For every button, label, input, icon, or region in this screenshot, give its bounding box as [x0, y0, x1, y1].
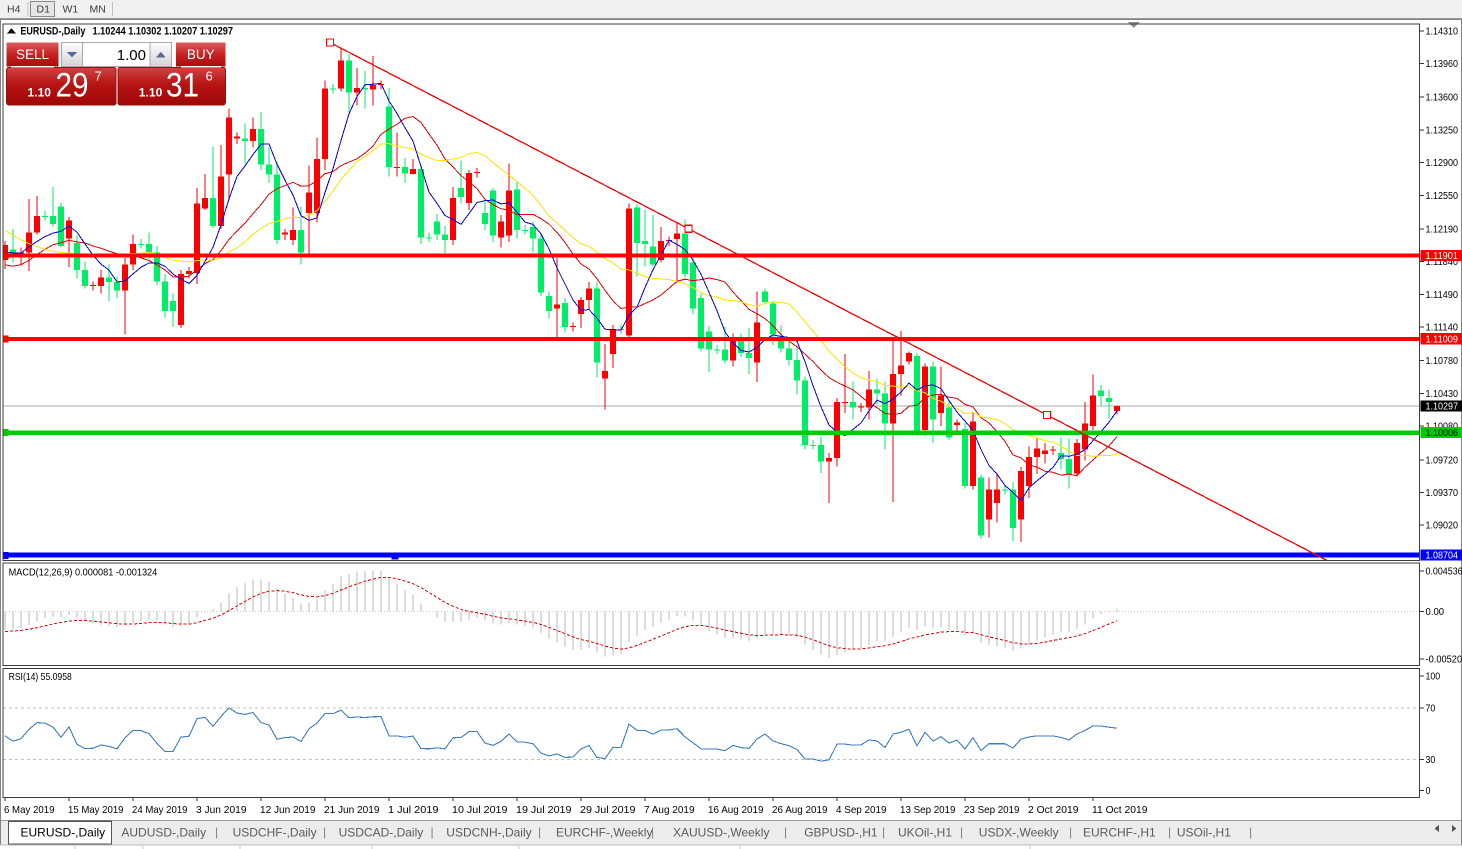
svg-text:1.09370: 1.09370	[1426, 488, 1459, 499]
svg-text:31: 31	[166, 67, 199, 105]
svg-text:MN: MN	[90, 4, 106, 16]
svg-text:23 Sep 2019: 23 Sep 2019	[964, 804, 1020, 816]
svg-text:EURCHF-,Weekly: EURCHF-,Weekly	[556, 826, 652, 840]
svg-text:19 Jul 2019: 19 Jul 2019	[516, 804, 572, 816]
svg-text:EURUSD-,Daily: EURUSD-,Daily	[20, 26, 86, 38]
svg-text:1.14310: 1.14310	[1426, 26, 1459, 37]
svg-text:|: |	[1249, 825, 1252, 839]
svg-text:1.09020: 1.09020	[1426, 521, 1459, 532]
svg-text:1.00: 1.00	[117, 47, 146, 64]
svg-text:1.13600: 1.13600	[1426, 93, 1459, 104]
svg-text:BUY: BUY	[187, 47, 215, 62]
svg-text:1.10297: 1.10297	[1426, 402, 1459, 413]
svg-text:30: 30	[1426, 755, 1436, 766]
svg-text:|: |	[960, 825, 963, 839]
svg-text:1.08704: 1.08704	[1426, 551, 1459, 562]
svg-text:0.00: 0.00	[1426, 607, 1445, 618]
svg-text:D1: D1	[37, 4, 51, 16]
svg-text:|: |	[1168, 825, 1171, 839]
svg-text:USDCHF-,Daily: USDCHF-,Daily	[233, 826, 317, 840]
svg-text:1.10244 1.10302 1.10207 1.1029: 1.10244 1.10302 1.10207 1.10297	[93, 26, 234, 38]
svg-text:1.10: 1.10	[28, 86, 52, 100]
svg-text:12 Jun 2019: 12 Jun 2019	[260, 804, 316, 816]
svg-text:21 Jun 2019: 21 Jun 2019	[324, 804, 380, 816]
svg-text:1.12900: 1.12900	[1426, 158, 1459, 169]
svg-text:70: 70	[1426, 703, 1436, 714]
svg-text:1.11140: 1.11140	[1426, 323, 1459, 334]
svg-text:4 Sep 2019: 4 Sep 2019	[836, 804, 887, 816]
svg-text:3 Jun 2019: 3 Jun 2019	[196, 804, 247, 816]
svg-text:|: |	[651, 825, 654, 839]
svg-text:USDCAD-,Daily: USDCAD-,Daily	[339, 826, 424, 840]
svg-text:H4: H4	[7, 4, 21, 16]
svg-text:1.11901: 1.11901	[1426, 251, 1459, 262]
svg-text:|: |	[215, 825, 218, 839]
svg-text:0.004536: 0.004536	[1426, 566, 1462, 577]
svg-text:24 May 2019: 24 May 2019	[132, 804, 188, 816]
svg-text:15 May 2019: 15 May 2019	[68, 804, 124, 816]
svg-text:1.11490: 1.11490	[1426, 290, 1459, 301]
svg-text:29 Jul 2019: 29 Jul 2019	[580, 804, 636, 816]
svg-text:7 Aug 2019: 7 Aug 2019	[644, 804, 695, 816]
svg-text:|: |	[1069, 825, 1072, 839]
svg-text:AUDUSD-,Daily: AUDUSD-,Daily	[121, 826, 206, 840]
svg-text:USDX-,Weekly: USDX-,Weekly	[979, 826, 1059, 840]
svg-text:6 May 2019: 6 May 2019	[4, 804, 55, 816]
svg-text:1.10780: 1.10780	[1426, 356, 1459, 367]
svg-text:-0.005205: -0.005205	[1426, 654, 1462, 665]
svg-text:1.12550: 1.12550	[1426, 191, 1459, 202]
svg-text:W1: W1	[63, 4, 79, 16]
svg-text:1.11009: 1.11009	[1426, 334, 1459, 345]
svg-text:EURCHF-,H1: EURCHF-,H1	[1083, 826, 1156, 840]
svg-text:USOil-,H1: USOil-,H1	[1177, 826, 1231, 840]
svg-text:1 Jul 2019: 1 Jul 2019	[388, 804, 439, 816]
svg-text:USDCNH-,Daily: USDCNH-,Daily	[446, 826, 531, 840]
svg-text:1.09720: 1.09720	[1426, 455, 1459, 466]
svg-text:100: 100	[1426, 672, 1441, 683]
svg-text:1.10430: 1.10430	[1426, 389, 1459, 400]
svg-text:16 Aug 2019: 16 Aug 2019	[708, 804, 764, 816]
svg-text:|: |	[784, 825, 787, 839]
svg-text:1.13250: 1.13250	[1426, 125, 1459, 136]
svg-text:GBPUSD-,H1: GBPUSD-,H1	[804, 826, 878, 840]
svg-text:2 Oct 2019: 2 Oct 2019	[1028, 804, 1079, 816]
svg-text:11 Oct 2019: 11 Oct 2019	[1092, 804, 1148, 816]
svg-text:RSI(14) 55.0958: RSI(14) 55.0958	[9, 671, 72, 683]
svg-text:10 Jul 2019: 10 Jul 2019	[452, 804, 508, 816]
svg-text:26 Aug 2019: 26 Aug 2019	[772, 804, 828, 816]
svg-text:|: |	[538, 825, 541, 839]
svg-text:6: 6	[206, 69, 213, 84]
svg-text:MACD(12,26,9) 0.000081 -0.0013: MACD(12,26,9) 0.000081 -0.001324	[9, 567, 158, 579]
svg-text:1.13960: 1.13960	[1426, 59, 1459, 70]
svg-text:EURUSD-,Daily: EURUSD-,Daily	[21, 826, 106, 840]
svg-text:|: |	[882, 825, 885, 839]
svg-text:1.11840: 1.11840	[1426, 257, 1459, 268]
svg-text:7: 7	[95, 69, 102, 84]
svg-text:1.12190: 1.12190	[1426, 224, 1459, 235]
svg-text:1.10006: 1.10006	[1426, 428, 1459, 439]
svg-text:29: 29	[56, 67, 89, 105]
svg-text:1.10: 1.10	[139, 86, 163, 100]
svg-text:0: 0	[1426, 786, 1431, 797]
svg-text:|: |	[431, 825, 434, 839]
svg-text:XAUUSD-,Weekly: XAUUSD-,Weekly	[673, 826, 769, 840]
svg-text:13 Sep 2019: 13 Sep 2019	[900, 804, 956, 816]
svg-text:|: |	[323, 825, 326, 839]
svg-text:SELL: SELL	[16, 47, 50, 62]
svg-text:UKOil-,H1: UKOil-,H1	[898, 826, 952, 840]
